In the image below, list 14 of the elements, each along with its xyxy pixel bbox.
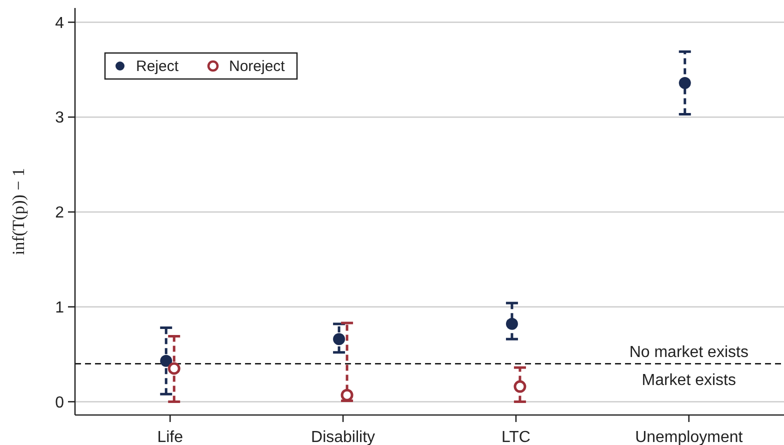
- y-tick-label: 3: [55, 110, 64, 127]
- y-tick-label: 1: [55, 299, 64, 316]
- y-tick-label: 4: [55, 14, 64, 32]
- x-tick-label: Disability: [311, 429, 376, 445]
- legend-label: Reject: [136, 58, 180, 75]
- legend-label: Noreject: [229, 58, 286, 75]
- annotation: Market exists: [642, 372, 736, 389]
- x-tick-label: LTC: [501, 429, 530, 445]
- x-tick-label: Unemployment: [635, 429, 744, 445]
- annotation: No market exists: [629, 344, 748, 361]
- y-tick-label: 2: [55, 204, 64, 222]
- y-tick-label: 0: [55, 394, 64, 412]
- y-axis-title: inf(T(p)) − 1: [9, 168, 28, 256]
- x-tick-label: Life: [157, 429, 184, 445]
